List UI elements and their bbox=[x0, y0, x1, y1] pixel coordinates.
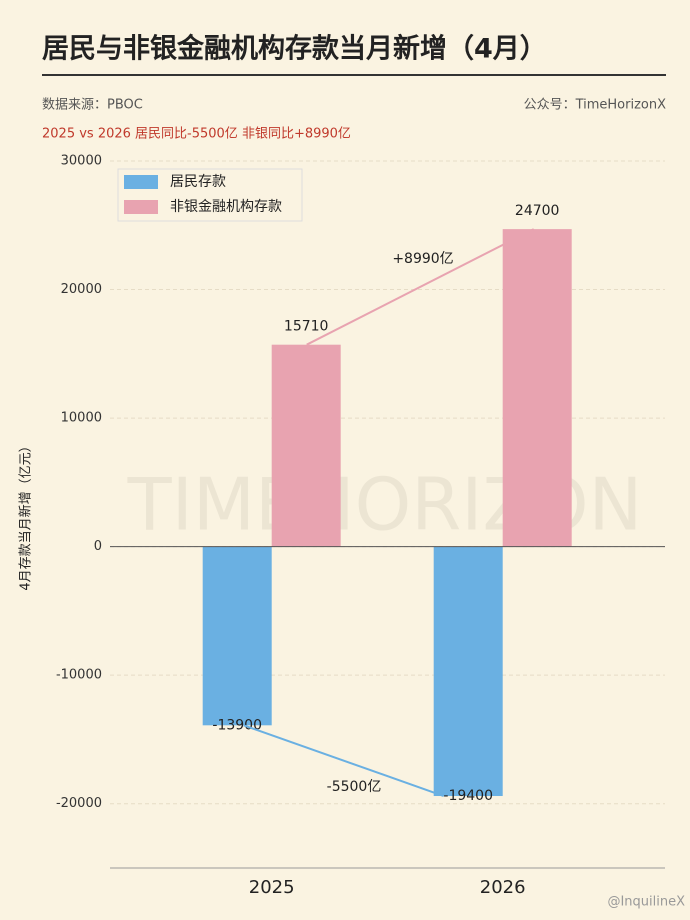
legend-swatch bbox=[124, 200, 158, 214]
y-tick-label: -20000 bbox=[56, 796, 102, 811]
bar bbox=[433, 546, 503, 797]
value-label: -19400 bbox=[443, 788, 493, 804]
value-label: -13900 bbox=[212, 717, 262, 733]
chart-title: 居民与非银金融机构存款当月新增（4月） bbox=[42, 33, 547, 65]
x-tick-label: 2025 bbox=[249, 877, 295, 898]
y-tick-label: 10000 bbox=[61, 411, 102, 426]
value-label: 15710 bbox=[284, 319, 329, 335]
account: 公众号：TimeHorizonX bbox=[524, 98, 667, 113]
subtitle: 2025 vs 2026 居民同比-5500亿 非银同比+8990亿 bbox=[42, 127, 351, 142]
bar bbox=[271, 344, 341, 547]
source: 数据来源：PBOC bbox=[42, 98, 143, 113]
bar bbox=[202, 546, 272, 726]
legend-label: 非银金融机构存款 bbox=[170, 199, 282, 215]
legend-label: 居民存款 bbox=[170, 174, 226, 190]
y-axis-label: 4月存款当月新增（亿元） bbox=[18, 439, 34, 590]
legend-swatch bbox=[124, 175, 158, 189]
y-tick-label: 20000 bbox=[61, 282, 102, 297]
annotation: -5500亿 bbox=[327, 779, 382, 795]
value-label: 24700 bbox=[515, 203, 560, 219]
y-tick-label: 0 bbox=[94, 539, 102, 554]
annotation: +8990亿 bbox=[392, 251, 453, 267]
y-tick-label: -10000 bbox=[56, 668, 102, 683]
change-line bbox=[243, 724, 445, 797]
credit: @InquilineX bbox=[607, 895, 685, 910]
change-line bbox=[306, 228, 535, 346]
x-tick-label: 2026 bbox=[480, 877, 526, 898]
bar bbox=[502, 229, 572, 547]
y-tick-label: 30000 bbox=[61, 154, 102, 169]
